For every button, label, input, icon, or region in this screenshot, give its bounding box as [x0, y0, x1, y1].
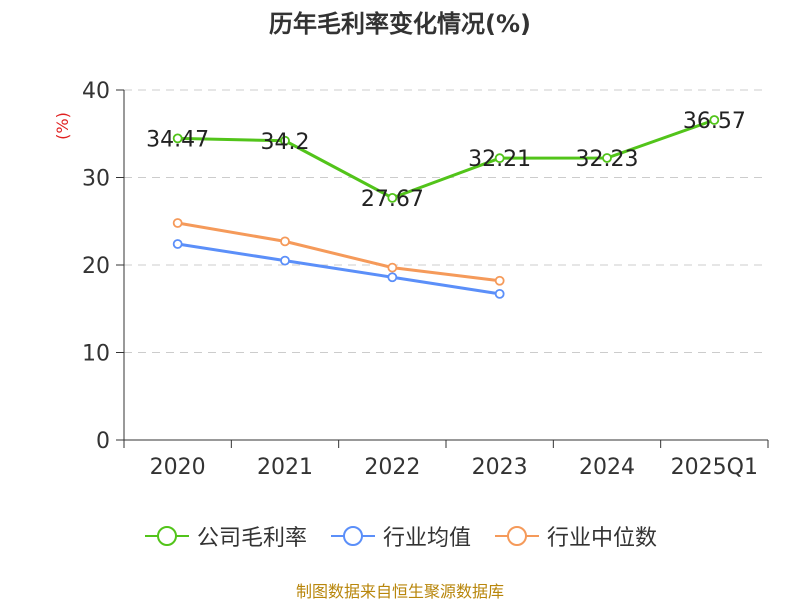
- source-note: 制图数据来自恒生聚源数据库: [295, 582, 504, 601]
- data-label: 32.23: [576, 147, 639, 172]
- legend-label: 行业中位数: [547, 526, 658, 551]
- data-label-layer: 34.47 34.2 27.67 32.21 32.23 36.57: [146, 109, 746, 212]
- series-line-0: [177, 118, 715, 200]
- x-tick-label: 2022: [364, 455, 420, 480]
- y-tick-label: 20: [82, 254, 110, 279]
- data-point-s0-0: [172, 133, 183, 144]
- legend-item-1[interactable]: 行业均值: [329, 520, 471, 552]
- data-label: 34.47: [146, 127, 209, 152]
- data-point-s0-3: [494, 153, 505, 164]
- y-tick-label: 40: [82, 79, 110, 104]
- x-tick-label: 2024: [579, 455, 635, 480]
- x-tick-label: 2025Q1: [671, 455, 758, 480]
- legend-label: 行业均值: [382, 526, 471, 551]
- data-point-s1-2: [387, 272, 398, 283]
- data-point-s2-0: [172, 218, 183, 228]
- data-point-s2-2: [387, 262, 398, 273]
- x-tick-label: 2023: [472, 455, 528, 480]
- y-tick-label: 10: [82, 342, 110, 367]
- y-tick-label: 0: [96, 429, 110, 454]
- data-point-s0-4: [602, 153, 612, 163]
- data-label: 32.21: [468, 147, 531, 172]
- data-point-s1-1: [280, 255, 290, 266]
- data-point-s2-1: [280, 236, 290, 247]
- data-point-s1-0: [172, 239, 183, 249]
- axis-layer: 0 10 20 30 40 (%) 2020 2021 2022 2023 2024 2025Q1: [53, 79, 769, 480]
- legend-marker-icon: [144, 526, 189, 546]
- data-label: 27.67: [361, 187, 424, 212]
- legend-item-2[interactable]: 行业中位数: [493, 520, 657, 552]
- chart-title: 历年毛利率变化情况(%): [269, 10, 531, 38]
- series-layer: [172, 115, 720, 299]
- legend-label: 公司毛利率: [196, 526, 307, 551]
- x-tick-label: 2021: [257, 455, 313, 480]
- series-line-2: [177, 221, 500, 283]
- legend-marker-icon: [495, 526, 539, 546]
- data-label: 36.57: [683, 109, 746, 134]
- series-line-1: [177, 242, 500, 296]
- x-tick-label: 2020: [150, 455, 206, 480]
- y-axis-label: (%): [53, 112, 72, 140]
- y-tick-label: 30: [82, 167, 110, 192]
- data-point-s0-1: [280, 135, 290, 146]
- data-label: 34.2: [261, 130, 310, 155]
- legend-marker-icon: [330, 526, 375, 546]
- grid-layer: [124, 89, 768, 353]
- data-point-s2-3: [494, 275, 505, 286]
- legend: 公司毛利率 行业均值 行业中位数: [0, 520, 800, 552]
- data-point-s1-3: [494, 288, 505, 299]
- data-point-s0-2: [387, 192, 398, 203]
- legend-item-0[interactable]: 公司毛利率: [143, 520, 307, 552]
- data-point-s0-5: [709, 115, 720, 125]
